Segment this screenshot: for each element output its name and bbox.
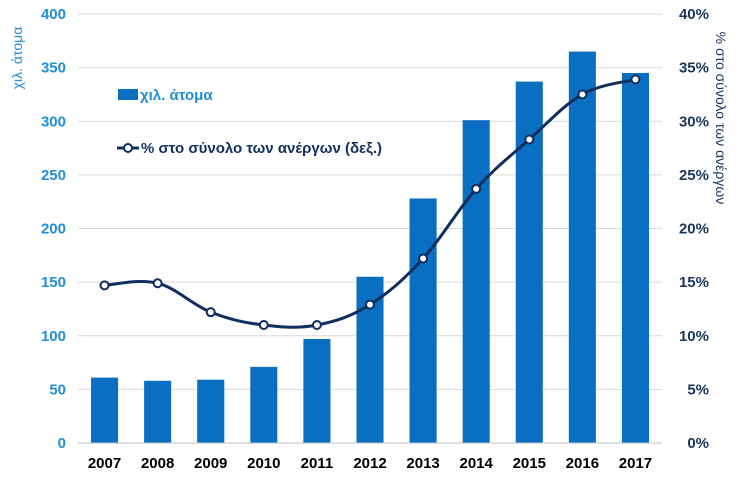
x-axis-tick-label: 2012 [353, 455, 386, 472]
right-axis-tick-label: 15% [679, 274, 709, 291]
left-axis-tick-label: 100 [41, 328, 66, 345]
left-axis-title: χιλ. άτομα [9, 27, 25, 90]
bar-series [91, 51, 649, 444]
bar [250, 366, 278, 443]
left-axis-tick-label: 50 [49, 381, 66, 398]
x-axis-tick-label: 2008 [141, 455, 174, 472]
line-series [99, 74, 641, 331]
right-axis-tick-label: 25% [679, 167, 709, 184]
bar [409, 198, 437, 443]
left-axis-tick-label: 400 [41, 6, 66, 23]
line-point [365, 299, 375, 310]
line-point [258, 320, 269, 331]
line-point [311, 320, 322, 331]
left-axis-tick-label: 150 [41, 274, 66, 291]
legend: χιλ. άτομα % στο σύνολο των ανέργων (δεξ… [117, 87, 382, 157]
line-point [630, 74, 641, 85]
bar [303, 338, 331, 443]
x-axis-tick-label: 2016 [566, 455, 599, 472]
right-axis-title: % στο σύνολο των ανέργων [713, 32, 729, 205]
left-axis-tick-label: 300 [41, 113, 66, 130]
x-axis-tick-label: 2017 [619, 455, 652, 472]
bar [91, 377, 119, 443]
bar [197, 379, 225, 443]
legend-line-marker [123, 143, 133, 153]
line-point [471, 183, 482, 194]
bar [568, 51, 596, 443]
x-axis-tick-label: 2015 [513, 455, 546, 472]
axes: 0 0% 50 5% 100 10% 150 15% 200 20% 250 25% 300 30% 350… [41, 6, 709, 472]
line-point [152, 278, 163, 289]
right-axis-tick-label: 10% [679, 328, 709, 345]
right-axis-tick-label: 35% [679, 60, 709, 77]
left-axis-tick-label: 200 [41, 221, 66, 238]
legend-line-label: % στο σύνολο των ανέργων (δεξ.) [141, 140, 382, 157]
x-axis-tick-label: 2010 [247, 455, 280, 472]
x-axis-tick-label: 2011 [301, 455, 334, 472]
right-axis-tick-label: 40% [679, 6, 709, 23]
bar [621, 72, 649, 444]
legend-bar-swatch [118, 89, 138, 100]
right-axis-tick-label: 20% [679, 221, 709, 238]
left-axis-tick-label: 350 [41, 60, 66, 77]
line-series-path [103, 77, 637, 329]
right-axis-tick-label: 0% [687, 435, 709, 452]
line-point [205, 307, 216, 318]
x-axis-tick-label: 2009 [194, 455, 227, 472]
bar [144, 380, 172, 443]
line-point [418, 253, 429, 264]
x-axis-tick-label: 2007 [88, 455, 121, 472]
left-axis-tick-label: 0 [58, 435, 66, 452]
line-point [524, 134, 535, 145]
line-point [577, 89, 588, 100]
line-point [99, 280, 110, 291]
x-axis-tick-label: 2013 [406, 455, 439, 472]
legend-bar-label: χιλ. άτομα [140, 87, 213, 104]
left-axis-tick-label: 250 [41, 167, 66, 184]
bar [462, 120, 490, 444]
right-axis-tick-label: 30% [679, 113, 709, 130]
x-axis-tick-label: 2014 [459, 455, 493, 472]
right-axis-tick-label: 5% [687, 381, 709, 398]
